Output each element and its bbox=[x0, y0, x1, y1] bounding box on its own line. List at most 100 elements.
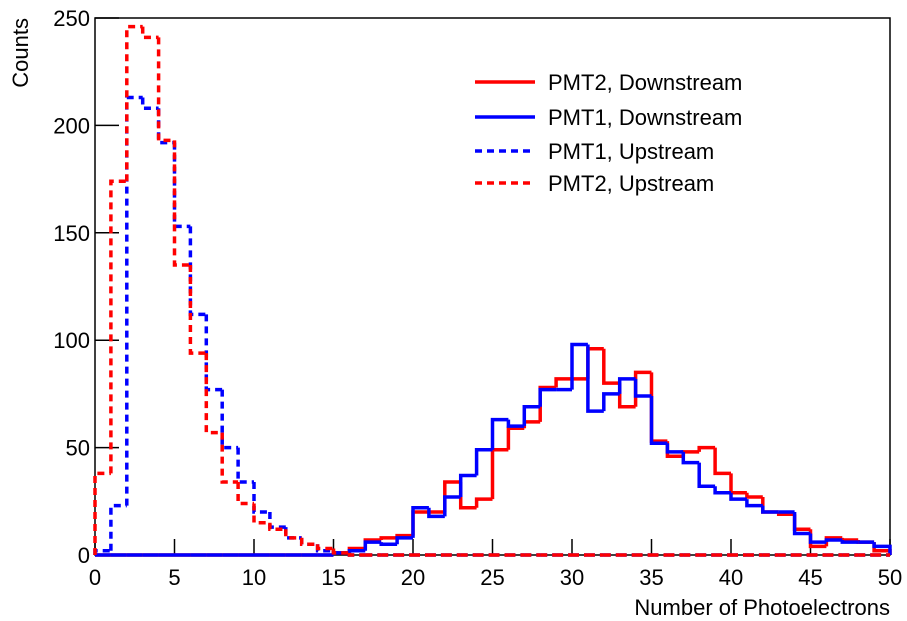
histogram-step bbox=[268, 512, 286, 529]
histogram-step bbox=[872, 542, 892, 555]
histogram-step bbox=[363, 540, 382, 551]
histogram-step bbox=[411, 505, 429, 538]
histogram-step bbox=[713, 486, 731, 495]
histogram-step bbox=[681, 450, 700, 457]
histogram-step bbox=[506, 419, 525, 428]
histogram-step bbox=[554, 377, 572, 388]
histogram-step bbox=[586, 347, 604, 379]
y-tick-label: 50 bbox=[66, 436, 90, 461]
histogram-step bbox=[697, 462, 716, 489]
y-tick-label: 200 bbox=[53, 113, 90, 138]
histogram-step bbox=[395, 536, 413, 545]
histogram-step bbox=[872, 542, 892, 555]
histogram-step bbox=[649, 396, 668, 446]
histogram-step bbox=[665, 441, 684, 458]
histogram-step bbox=[792, 512, 811, 536]
x-tick-label: 40 bbox=[719, 565, 743, 590]
histogram-step bbox=[188, 226, 207, 317]
histogram-step bbox=[474, 497, 493, 508]
legend-label: PMT2, Upstream bbox=[548, 171, 714, 196]
histogram-step bbox=[586, 344, 604, 413]
histogram-step bbox=[220, 432, 239, 484]
x-tick-label: 5 bbox=[168, 565, 180, 590]
histogram-step bbox=[299, 537, 318, 547]
histogram-step bbox=[713, 447, 731, 476]
y-tick-label: 0 bbox=[78, 543, 90, 568]
histogram-step bbox=[729, 492, 747, 501]
histogram-step bbox=[140, 97, 159, 110]
x-tick-label: 10 bbox=[242, 565, 266, 590]
histogram-step bbox=[681, 451, 700, 465]
histogram-step bbox=[649, 372, 668, 443]
histogram-step bbox=[490, 417, 509, 450]
histogram-step bbox=[236, 447, 254, 484]
histogram-step bbox=[204, 353, 223, 435]
histogram-step bbox=[633, 378, 652, 398]
histogram-step bbox=[617, 383, 636, 409]
histogram-step bbox=[538, 387, 557, 407]
x-tick-label: 0 bbox=[89, 565, 101, 590]
legend-label: PMT2, Downstream bbox=[548, 70, 742, 95]
histogram-step bbox=[538, 385, 557, 422]
histogram-step bbox=[140, 26, 159, 40]
legend-label: PMT1, Upstream bbox=[548, 139, 714, 164]
histogram-step bbox=[125, 95, 143, 506]
histogram-step bbox=[602, 392, 620, 412]
histogram-step bbox=[824, 538, 843, 543]
histogram-step bbox=[156, 37, 175, 143]
histogram-step bbox=[411, 510, 429, 536]
histogram-step bbox=[745, 499, 763, 508]
histogram-step bbox=[570, 342, 588, 390]
histogram-step bbox=[506, 426, 525, 450]
histogram-step bbox=[379, 542, 398, 547]
histogram-step bbox=[490, 447, 509, 500]
histogram-step bbox=[474, 447, 493, 476]
histogram-step bbox=[125, 24, 143, 182]
histogram-step bbox=[331, 548, 350, 555]
histogram-step bbox=[761, 505, 779, 514]
histogram-step bbox=[633, 370, 652, 407]
histogram-step bbox=[252, 481, 270, 514]
histogram-step bbox=[220, 389, 239, 450]
x-tick-label: 35 bbox=[639, 565, 663, 590]
histogram-step bbox=[697, 445, 716, 452]
histogram-step bbox=[840, 537, 859, 542]
histogram-step bbox=[792, 514, 811, 531]
y-tick-label: 250 bbox=[53, 6, 90, 31]
x-tick-label: 45 bbox=[798, 565, 822, 590]
legend-label: PMT1, Downstream bbox=[548, 105, 742, 130]
histogram-step bbox=[729, 473, 747, 495]
histogram-step bbox=[109, 179, 127, 474]
histogram-step bbox=[427, 507, 445, 519]
histogram-step bbox=[443, 495, 461, 517]
x-tick-label: 50 bbox=[878, 565, 902, 590]
y-axis-label: Counts bbox=[8, 18, 33, 88]
histogram-step bbox=[761, 497, 779, 514]
histogram-step bbox=[602, 348, 620, 385]
histogram-step bbox=[188, 265, 207, 355]
histogram-step bbox=[284, 529, 302, 540]
histogram-step bbox=[665, 443, 684, 454]
histogram-step bbox=[252, 503, 270, 525]
x-tick-label: 30 bbox=[560, 565, 584, 590]
histogram-step bbox=[156, 108, 175, 145]
histogram-step bbox=[458, 473, 477, 498]
histogram-step bbox=[347, 548, 366, 553]
histogram-step bbox=[458, 481, 477, 510]
y-tick-label: 100 bbox=[53, 328, 90, 353]
histogram-step bbox=[522, 420, 541, 429]
y-tick-label: 150 bbox=[53, 221, 90, 246]
histogram-step bbox=[172, 142, 191, 229]
x-axis-label: Number of Photoelectrons bbox=[634, 595, 890, 620]
x-tick-label: 15 bbox=[321, 565, 345, 590]
histogram-step bbox=[808, 533, 827, 544]
histogram-step bbox=[315, 544, 334, 551]
histogram-step bbox=[236, 481, 254, 506]
histogram-step bbox=[172, 140, 191, 267]
histogram-step bbox=[745, 492, 763, 499]
histogram-step bbox=[93, 471, 111, 555]
histogram-step bbox=[347, 552, 366, 557]
histogram-step bbox=[204, 314, 223, 392]
histogram-step bbox=[268, 522, 286, 531]
